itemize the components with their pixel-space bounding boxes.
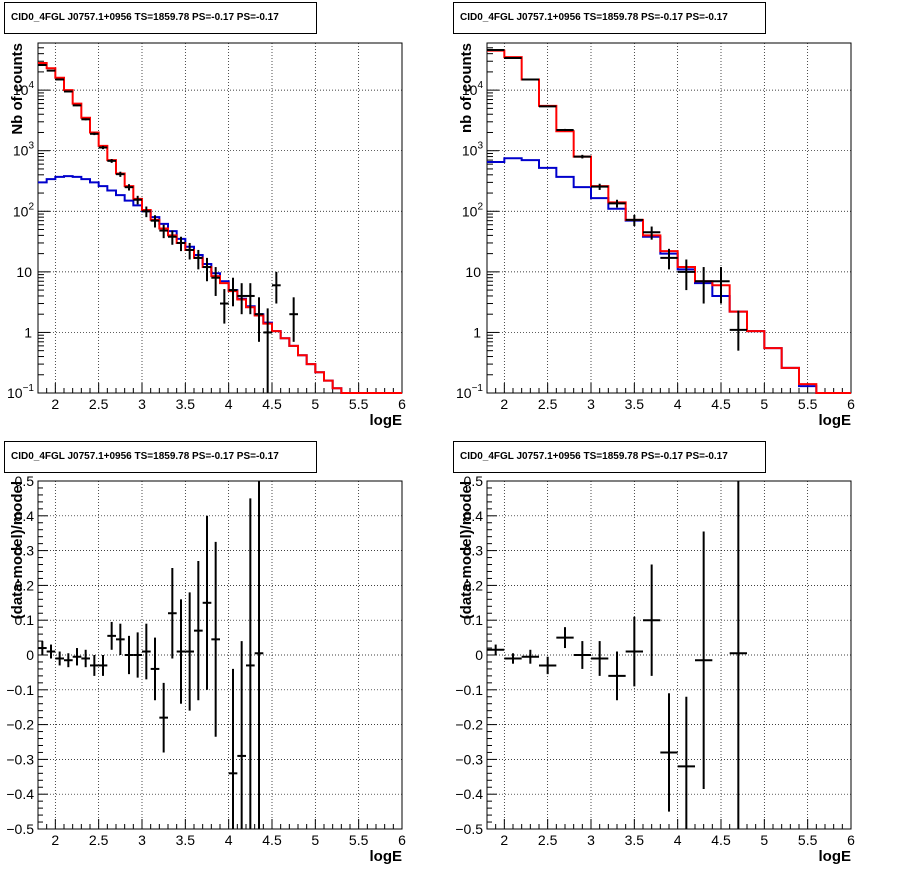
x-tick-label: 4 xyxy=(674,396,682,412)
y-tick-label: 0.3 xyxy=(15,543,35,559)
y-axis-label: (data-model)/model xyxy=(458,481,475,619)
pad-residuals-right: 2 2.5 3 3.5 4 4.5 5 5.5 6 −0.5 −0.4 −0.3 −0.2 −0.1 0 0.… xyxy=(449,437,898,875)
x-tick-label: 3.5 xyxy=(625,832,645,848)
x-tick-label: 5 xyxy=(311,396,319,412)
y-tick-label: −0.5 xyxy=(6,821,34,837)
x-tick-label: 5.5 xyxy=(798,396,818,412)
x-tick-label: 3.5 xyxy=(176,832,196,848)
x-tick-label: 5.5 xyxy=(798,832,818,848)
x-tick-label: 4.5 xyxy=(262,832,282,848)
y-tick-label: 0 xyxy=(475,647,483,663)
y-tick-label: 10−1 xyxy=(7,383,34,401)
y-tick-label: 0.4 xyxy=(15,508,35,524)
x-tick-label: 2.5 xyxy=(89,396,109,412)
y-tick-label: 104 xyxy=(462,80,484,98)
y-tick-label: 103 xyxy=(13,141,35,159)
x-tick-label: 5 xyxy=(311,832,319,848)
plot-frame xyxy=(486,42,852,394)
component-model-line xyxy=(487,157,851,394)
pad-counts-right: 2 2.5 3 3.5 4 4.5 5 5.5 6 10−1 1 10 102 103 104 logE nb … xyxy=(449,0,898,437)
x-tick-label: 5 xyxy=(760,396,768,412)
y-axis-label: (data-model)/model xyxy=(9,481,26,619)
x-tick-label: 2 xyxy=(51,396,59,412)
y-tick-label: −0.2 xyxy=(6,717,34,733)
x-tick-label: 2.5 xyxy=(89,832,109,848)
x-tick-label: 5.5 xyxy=(349,832,369,848)
x-tick-label: 3 xyxy=(587,396,595,412)
x-tick-label: 6 xyxy=(398,832,406,848)
y-tick-label: 102 xyxy=(13,201,35,219)
y-tick-label: 1 xyxy=(473,324,481,340)
x-tick-label: 5.5 xyxy=(349,396,369,412)
y-tick-label: −0.4 xyxy=(6,786,34,802)
x-axis-label: logE xyxy=(819,848,852,865)
plot-title: CID0_4FGL J0757.1+0956 TS=1859.78 PS=-0.… xyxy=(4,2,317,34)
y-tick-label: 104 xyxy=(13,80,35,98)
x-axis-label: logE xyxy=(370,412,403,429)
y-tick-label: 0.1 xyxy=(464,612,484,628)
counts-histogram-right: 2 2.5 3 3.5 4 4.5 5 5.5 6 10−1 1 10 102 103 104 logE nb … xyxy=(456,42,855,429)
x-tick-label: 4.5 xyxy=(262,396,282,412)
x-tick-label: 4 xyxy=(674,832,682,848)
plot-frame xyxy=(37,42,403,394)
y-tick-label: 0.4 xyxy=(464,508,484,524)
x-axis-label: logE xyxy=(819,412,852,429)
pad-residuals-left: 2 2.5 3 3.5 4 4.5 5 5.5 6 −0.5 −0.4 −0.3 −0.2 −0.1 0 0.… xyxy=(0,437,449,875)
x-tick-label: 4 xyxy=(225,832,233,848)
y-tick-label: −0.2 xyxy=(455,717,483,733)
x-tick-label: 4 xyxy=(225,396,233,412)
x-tick-label: 2 xyxy=(500,832,508,848)
x-tick-label: 2 xyxy=(51,832,59,848)
x-tick-label: 2 xyxy=(500,396,508,412)
y-tick-label: −0.4 xyxy=(455,786,483,802)
y-tick-label: 0.2 xyxy=(15,577,35,593)
y-tick-label: 10 xyxy=(16,264,32,280)
y-tick-label: 0.5 xyxy=(15,473,35,489)
y-tick-label: 103 xyxy=(462,141,484,159)
x-tick-label: 3 xyxy=(138,396,146,412)
x-tick-label: 2.5 xyxy=(538,832,558,848)
y-axis-label: Nb of counts xyxy=(9,43,26,135)
total-model-line xyxy=(487,49,851,394)
y-tick-label: −0.1 xyxy=(6,682,34,698)
x-tick-label: 3 xyxy=(138,832,146,848)
y-tick-label: −0.3 xyxy=(455,751,483,767)
y-tick-label: 102 xyxy=(462,201,484,219)
y-tick-label: 0.5 xyxy=(464,473,484,489)
x-tick-label: 5 xyxy=(760,832,768,848)
plot-title: CID0_4FGL J0757.1+0956 TS=1859.78 PS=-0.… xyxy=(453,441,766,473)
counts-histogram-left: 2 2.5 3 3.5 4 4.5 5 5.5 6 10−1 1 10 102 103 104 logE Nb … xyxy=(7,42,406,429)
y-tick-label: 0.1 xyxy=(15,612,35,628)
plot-title: CID0_4FGL J0757.1+0956 TS=1859.78 PS=-0.… xyxy=(4,441,317,473)
residuals-plot-left: 2 2.5 3 3.5 4 4.5 5 5.5 6 −0.5 −0.4 −0.3 −0.2 −0.1 0 0.… xyxy=(6,473,406,865)
y-tick-label: 1 xyxy=(24,324,32,340)
y-tick-label: 0 xyxy=(26,647,34,663)
x-tick-label: 4.5 xyxy=(711,396,731,412)
residuals-plot-right: 2 2.5 3 3.5 4 4.5 5 5.5 6 −0.5 −0.4 −0.3 −0.2 −0.1 0 0.… xyxy=(455,473,855,865)
x-tick-label: 4.5 xyxy=(711,832,731,848)
y-tick-label: 10−1 xyxy=(456,383,483,401)
y-tick-label: 0.3 xyxy=(464,543,484,559)
y-tick-label: −0.5 xyxy=(455,821,483,837)
y-tick-label: 10 xyxy=(465,264,481,280)
total-model-line xyxy=(38,62,402,394)
x-tick-label: 6 xyxy=(398,396,406,412)
y-tick-label: −0.1 xyxy=(455,682,483,698)
y-axis-label: nb of counts xyxy=(458,43,475,133)
x-tick-label: 3.5 xyxy=(625,396,645,412)
x-tick-label: 3.5 xyxy=(176,396,196,412)
x-tick-label: 6 xyxy=(847,832,855,848)
y-tick-label: −0.3 xyxy=(6,751,34,767)
x-axis-label: logE xyxy=(370,848,403,865)
y-tick-label: 0.2 xyxy=(464,577,484,593)
pad-counts-left: 2 2.5 3 3.5 4 4.5 5 5.5 6 10−1 1 10 102 103 104 logE Nb … xyxy=(0,0,449,437)
x-tick-label: 6 xyxy=(847,396,855,412)
plot-title: CID0_4FGL J0757.1+0956 TS=1859.78 PS=-0.… xyxy=(453,2,766,34)
x-tick-label: 3 xyxy=(587,832,595,848)
x-tick-label: 2.5 xyxy=(538,396,558,412)
component-model-line xyxy=(38,175,402,394)
